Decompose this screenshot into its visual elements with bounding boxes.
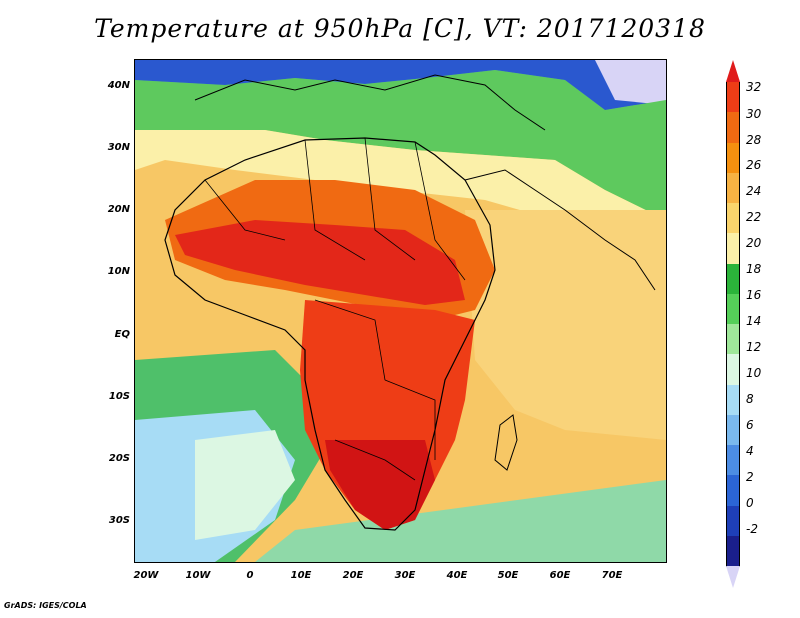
colorbar (726, 60, 740, 590)
europe-cold-region (135, 60, 666, 110)
x-tick-label: 50E (497, 570, 519, 581)
colorbar-label: 6 (746, 418, 754, 432)
colorbar-segment (726, 354, 740, 385)
colorbar-label: 30 (746, 107, 762, 121)
x-tick-label: 10W (185, 570, 211, 581)
colorbar-label: 4 (746, 444, 754, 458)
sahel-hottest (175, 220, 465, 305)
colorbar-max-arrow (726, 60, 740, 82)
colorbar-segment (726, 324, 740, 355)
temperature-field (135, 60, 666, 562)
colorbar-label: -2 (746, 522, 758, 536)
colorbar-segment (726, 475, 740, 506)
colorbar-label: 12 (746, 340, 762, 354)
colorbar-label: 18 (746, 262, 762, 276)
map-panel[interactable] (134, 59, 667, 563)
southern-africa-hottest (325, 440, 435, 530)
siberia-ice-region (595, 60, 666, 105)
colorbar-label: 8 (746, 392, 754, 406)
map-title: Temperature at 950hPa [C], VT: 201712031… (94, 14, 706, 43)
colorbar-segment (726, 112, 740, 143)
y-tick-label: 40N (107, 80, 130, 91)
south-atlantic-light (195, 430, 295, 540)
sahara-cool-band (135, 130, 666, 280)
y-tick-label: 10N (107, 266, 130, 277)
x-tick-label: 20E (342, 570, 364, 581)
colorbar-label: 22 (746, 210, 762, 224)
colorbar-label: 26 (746, 158, 762, 172)
x-tick-label: 40E (446, 570, 468, 581)
indian-ocean-warm (465, 210, 666, 440)
colorbar-segment (726, 505, 740, 537)
y-tick-label: EQ (114, 329, 130, 340)
x-tick-label: 70E (601, 570, 623, 581)
colorbar-label: 2 (746, 470, 754, 484)
colorbar-label: 28 (746, 133, 762, 147)
country-borders (204, 137, 466, 481)
colorbar-segment (726, 445, 740, 476)
colorbar-segment (726, 142, 740, 174)
colorbar-segment (726, 263, 740, 295)
colorbar-label: 24 (746, 184, 762, 198)
southern-ocean (255, 480, 666, 562)
y-tick-label: 20S (108, 453, 130, 464)
colorbar-label: 20 (746, 236, 762, 250)
colorbar-min-arrow (726, 566, 740, 588)
footer-credit: GrADS: IGES/COLA (4, 601, 87, 610)
europe-coastline (194, 74, 656, 291)
colorbar-label: 0 (746, 496, 754, 510)
y-tick-label: 30S (108, 515, 130, 526)
colorbar-segment (726, 384, 740, 416)
colorbar-label: 32 (746, 80, 762, 94)
colorbar-segment (726, 203, 740, 234)
mediterranean-green (135, 70, 666, 220)
x-tick-label: 20W (133, 570, 159, 581)
colorbar-label: 14 (746, 314, 762, 328)
x-tick-label: 0 (246, 570, 254, 581)
y-tick-label: 20N (107, 204, 130, 215)
colorbar-segment (726, 535, 740, 567)
colorbar-label: 10 (746, 366, 762, 380)
colorbar-segment (726, 233, 740, 264)
colorbar-segment (726, 82, 740, 113)
madagascar-outline (494, 414, 518, 471)
colorbar-segment (726, 293, 740, 325)
x-tick-label: 60E (549, 570, 571, 581)
colorbar-segment (726, 172, 740, 204)
y-tick-label: 30N (107, 142, 130, 153)
x-tick-label: 30E (394, 570, 416, 581)
y-tick-label: 10S (108, 391, 130, 402)
colorbar-segment (726, 414, 740, 446)
x-tick-label: 10E (290, 570, 312, 581)
colorbar-label: 16 (746, 288, 762, 302)
